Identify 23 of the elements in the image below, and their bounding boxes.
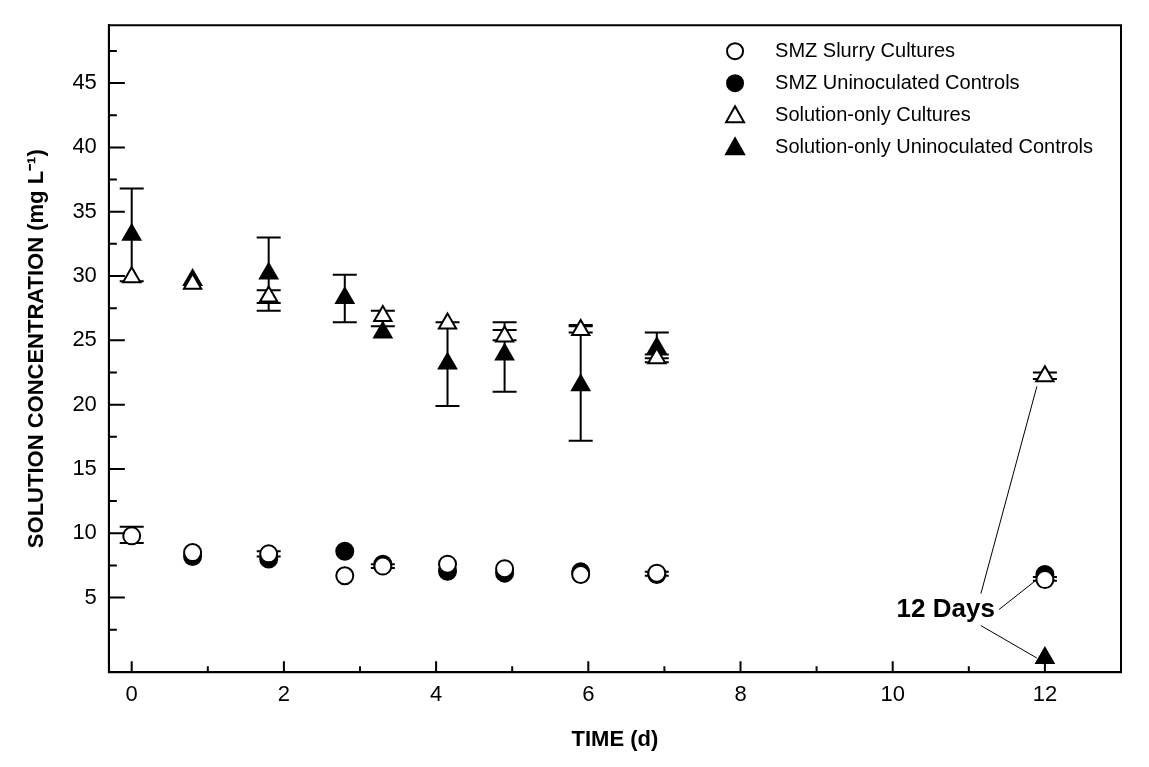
y-tick-label: 5 [84,583,97,609]
legend-label: Solution-only Uninoculated Controls [775,134,1094,157]
y-axis-title: SOLUTION CONCENTRATION (mg L⁻¹) [23,149,49,549]
x-tick-label: 0 [125,681,138,707]
legend-label: Solution-only Cultures [775,102,971,125]
x-tick-label: 2 [277,681,291,707]
x-axis-title: TIME (d) [571,725,659,751]
x-tick-label: 4 [429,681,443,707]
annotation: 12 Days [896,592,995,623]
y-tick-label: 15 [72,455,97,481]
y-tick-label: 25 [72,326,97,352]
y-tick-label: 35 [72,197,97,223]
legend-label: SMZ Slurry Cultures [775,38,956,61]
legend-label: SMZ Uninoculated Controls [775,70,1020,93]
y-tick-label: 40 [72,133,97,159]
y-tick-label: 30 [72,262,97,288]
y-tick-label: 10 [72,519,97,545]
y-tick-label: 45 [72,69,97,95]
x-tick-label: 10 [880,681,905,707]
x-tick-label: 8 [734,681,747,707]
y-tick-label: 20 [72,390,97,416]
x-tick-label: 6 [582,681,595,707]
x-tick-label: 12 [1032,681,1058,707]
